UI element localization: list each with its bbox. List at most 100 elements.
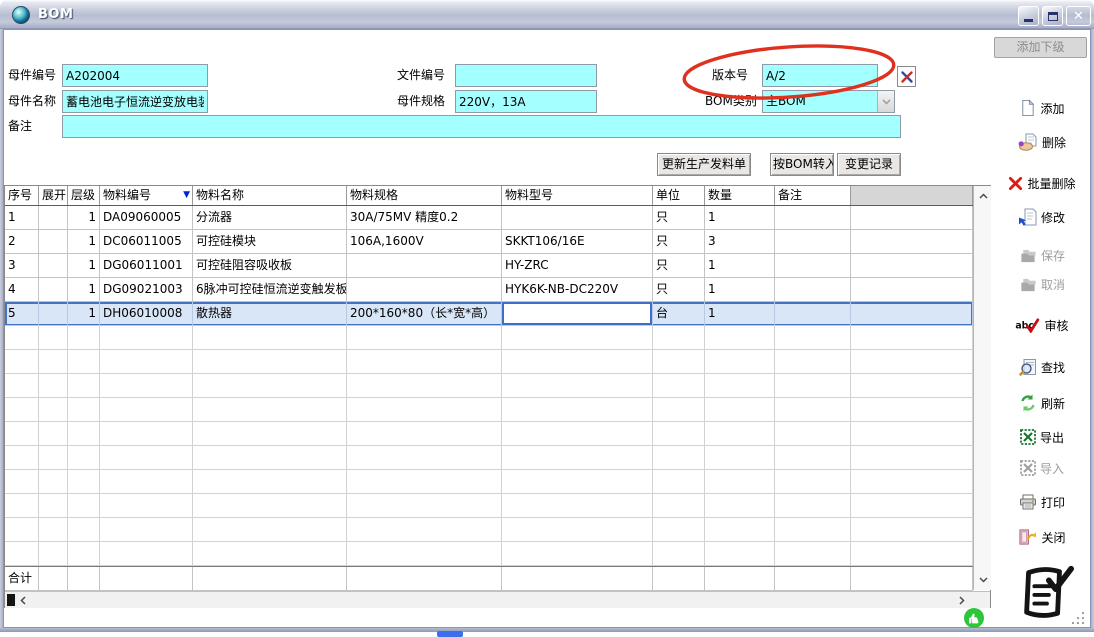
cell-level[interactable]	[68, 374, 100, 398]
cell-unit[interactable]	[653, 542, 705, 566]
cell-material-model[interactable]	[502, 494, 653, 518]
scroll-right-button[interactable]	[955, 593, 969, 607]
sidebar-item-audit[interactable]: abc 审核	[992, 314, 1092, 336]
cell-material-code[interactable]	[100, 518, 193, 542]
cell-remark[interactable]	[775, 254, 851, 278]
column-header-unit[interactable]: 单位	[653, 186, 705, 205]
cell-material-code[interactable]	[100, 374, 193, 398]
scroll-down-button[interactable]	[976, 573, 990, 587]
cell-qty[interactable]	[705, 542, 775, 566]
cell-seq[interactable]: 3	[5, 254, 39, 278]
cell-seq[interactable]	[5, 518, 39, 542]
cell-material-code[interactable]: DG09021003	[100, 278, 193, 302]
cell-seq[interactable]	[5, 422, 39, 446]
cell-material-model[interactable]	[502, 518, 653, 542]
cell-remark[interactable]	[775, 446, 851, 470]
empty-table-row[interactable]	[5, 326, 973, 350]
cell-material-model[interactable]	[502, 302, 653, 326]
cell-material-spec[interactable]	[347, 374, 502, 398]
cell-qty[interactable]	[705, 350, 775, 374]
cell-expand[interactable]	[39, 302, 68, 326]
cell-material-name[interactable]	[193, 518, 347, 542]
cell-qty[interactable]: 1	[705, 206, 775, 230]
empty-table-row[interactable]	[5, 374, 973, 398]
cell-qty[interactable]	[705, 374, 775, 398]
cell-material-model[interactable]	[502, 422, 653, 446]
cell-material-code[interactable]	[100, 326, 193, 350]
cell-seq[interactable]: 2	[5, 230, 39, 254]
cell-material-model[interactable]	[502, 446, 653, 470]
cell-material-model[interactable]	[502, 398, 653, 422]
cell-material-spec[interactable]: 106A,1600V	[347, 230, 502, 254]
cell-material-spec[interactable]	[347, 326, 502, 350]
cell-remark[interactable]	[775, 494, 851, 518]
cell-material-code[interactable]	[100, 422, 193, 446]
cell-material-model[interactable]	[502, 350, 653, 374]
cell-unit[interactable]: 台	[653, 302, 705, 326]
cell-material-spec[interactable]	[347, 542, 502, 566]
maximize-button[interactable]	[1042, 6, 1063, 26]
cell-seq[interactable]	[5, 350, 39, 374]
cell-unit[interactable]	[653, 350, 705, 374]
cell-material-name[interactable]	[193, 542, 347, 566]
cell-expand[interactable]	[39, 278, 68, 302]
cell-material-code[interactable]	[100, 446, 193, 470]
vertical-scrollbar[interactable]	[973, 186, 991, 590]
cell-material-name[interactable]	[193, 398, 347, 422]
cell-filler[interactable]	[851, 542, 973, 566]
cell-remark[interactable]	[775, 302, 851, 326]
cell-filler[interactable]	[851, 230, 973, 254]
cell-level[interactable]: 1	[68, 254, 100, 278]
cell-material-name[interactable]	[193, 422, 347, 446]
bom-transfer-button[interactable]: 按BOM转入	[770, 153, 834, 176]
table-row[interactable]: 5 1 DH06010008 散热器 200*160*80（长*宽*高）台 1	[5, 302, 973, 326]
cell-level[interactable]	[68, 470, 100, 494]
cell-remark[interactable]	[775, 470, 851, 494]
cell-material-code[interactable]: DH06010008	[100, 302, 193, 326]
cell-material-spec[interactable]	[347, 398, 502, 422]
cell-material-model[interactable]: HY-ZRC	[502, 254, 653, 278]
cell-expand[interactable]	[39, 350, 68, 374]
cell-remark[interactable]	[775, 518, 851, 542]
cell-level[interactable]	[68, 494, 100, 518]
column-header-expand[interactable]: 展开	[39, 186, 68, 205]
cell-level[interactable]	[68, 326, 100, 350]
cell-level[interactable]: 1	[68, 302, 100, 326]
cell-qty[interactable]	[705, 422, 775, 446]
minimize-button[interactable]	[1018, 6, 1039, 26]
sidebar-item-print[interactable]: 打印	[992, 491, 1092, 513]
doc-code-input[interactable]	[455, 64, 597, 87]
cell-material-model[interactable]	[502, 326, 653, 350]
column-header-level[interactable]: 层级	[68, 186, 100, 205]
cell-material-name[interactable]	[193, 470, 347, 494]
cell-unit[interactable]	[653, 326, 705, 350]
cell-material-spec[interactable]	[347, 446, 502, 470]
column-header-seq[interactable]: 序号	[5, 186, 39, 205]
cell-level[interactable]	[68, 422, 100, 446]
cell-material-name[interactable]	[193, 446, 347, 470]
cell-filler[interactable]	[851, 206, 973, 230]
cell-material-name[interactable]: 6脉冲可控硅恒流逆变触发板	[193, 278, 347, 302]
horizontal-scrollbar[interactable]	[5, 591, 990, 608]
cell-level[interactable]	[68, 446, 100, 470]
title-bar[interactable]: BOM ✕	[0, 0, 1094, 29]
cell-material-code[interactable]	[100, 398, 193, 422]
cell-level[interactable]: 1	[68, 278, 100, 302]
cell-remark[interactable]	[775, 422, 851, 446]
scroll-left-button[interactable]	[16, 593, 30, 607]
cell-material-spec[interactable]	[347, 350, 502, 374]
horizontal-scroll-thumb[interactable]	[7, 594, 15, 606]
cell-unit[interactable]: 只	[653, 278, 705, 302]
cell-seq[interactable]	[5, 494, 39, 518]
empty-table-row[interactable]	[5, 470, 973, 494]
cell-seq[interactable]	[5, 446, 39, 470]
cell-filler[interactable]	[851, 254, 973, 278]
remark-input[interactable]	[62, 115, 901, 138]
cell-material-name[interactable]: 分流器	[193, 206, 347, 230]
cell-material-code[interactable]	[100, 494, 193, 518]
cell-material-code[interactable]	[100, 542, 193, 566]
cell-expand[interactable]	[39, 422, 68, 446]
parent-code-input[interactable]	[62, 64, 208, 87]
cell-qty[interactable]	[705, 326, 775, 350]
sidebar-item-find[interactable]: 查找	[992, 356, 1092, 378]
